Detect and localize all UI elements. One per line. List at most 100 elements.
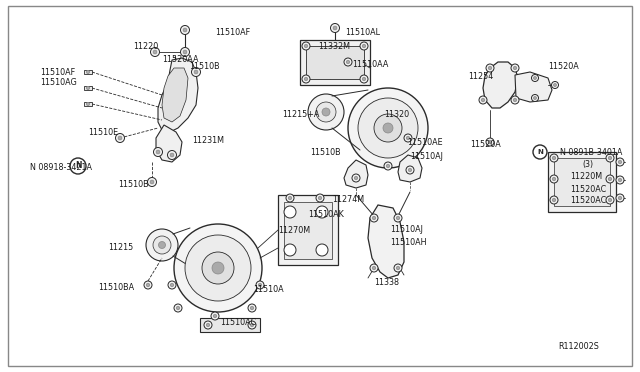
Circle shape — [213, 314, 217, 318]
Circle shape — [144, 281, 152, 289]
Circle shape — [86, 86, 90, 90]
Circle shape — [302, 42, 310, 50]
Circle shape — [330, 23, 339, 32]
Circle shape — [486, 138, 494, 146]
Circle shape — [308, 94, 344, 130]
Circle shape — [288, 196, 292, 200]
Circle shape — [174, 304, 182, 312]
Circle shape — [316, 102, 336, 122]
Circle shape — [550, 196, 558, 204]
Circle shape — [305, 44, 308, 48]
Circle shape — [396, 217, 399, 220]
Circle shape — [318, 196, 322, 200]
Circle shape — [177, 306, 180, 310]
Text: 11320: 11320 — [384, 110, 409, 119]
Circle shape — [616, 176, 624, 184]
Text: 11338: 11338 — [374, 278, 399, 287]
Circle shape — [360, 42, 368, 50]
Circle shape — [372, 217, 376, 220]
Circle shape — [115, 134, 125, 142]
Text: 11510AC: 11510AC — [220, 318, 256, 327]
Text: 11510AK: 11510AK — [308, 210, 344, 219]
Circle shape — [286, 194, 294, 202]
Text: 11510AA: 11510AA — [352, 60, 388, 69]
Circle shape — [147, 177, 157, 186]
Text: 11510BA: 11510BA — [98, 283, 134, 292]
Circle shape — [154, 148, 163, 157]
Circle shape — [168, 151, 177, 160]
Circle shape — [211, 312, 219, 320]
Bar — [200, 318, 260, 332]
Text: N 08918-3421A: N 08918-3421A — [30, 163, 92, 172]
Circle shape — [206, 323, 210, 327]
Circle shape — [118, 136, 122, 140]
Circle shape — [250, 306, 253, 310]
Polygon shape — [483, 62, 518, 108]
Circle shape — [554, 84, 556, 86]
Circle shape — [70, 158, 86, 174]
Text: 11510B: 11510B — [189, 62, 220, 71]
Text: N 0891B-3401A: N 0891B-3401A — [560, 148, 622, 157]
Text: 11254: 11254 — [468, 72, 493, 81]
Circle shape — [150, 48, 159, 57]
Bar — [306, 46, 364, 79]
Circle shape — [256, 281, 264, 289]
Polygon shape — [162, 68, 188, 122]
Polygon shape — [344, 160, 368, 188]
Circle shape — [305, 77, 308, 81]
Text: 11215+A: 11215+A — [282, 110, 319, 119]
Circle shape — [396, 266, 399, 270]
Text: 11270M: 11270M — [278, 226, 310, 235]
Polygon shape — [158, 58, 198, 132]
Circle shape — [362, 77, 365, 81]
Circle shape — [156, 150, 160, 154]
Circle shape — [370, 264, 378, 272]
Circle shape — [616, 194, 624, 202]
Text: 11510AJ: 11510AJ — [410, 152, 443, 161]
Circle shape — [552, 198, 556, 202]
Circle shape — [533, 145, 547, 159]
Text: R112002S: R112002S — [558, 342, 599, 351]
Text: N: N — [75, 161, 81, 170]
Bar — [300, 40, 370, 85]
Circle shape — [250, 323, 253, 327]
Text: 11215: 11215 — [108, 243, 133, 252]
Circle shape — [284, 206, 296, 218]
Polygon shape — [398, 155, 422, 182]
Circle shape — [180, 48, 189, 57]
Circle shape — [86, 102, 90, 106]
Circle shape — [531, 94, 538, 102]
Circle shape — [513, 98, 516, 102]
Circle shape — [333, 26, 337, 30]
Circle shape — [606, 196, 614, 204]
Circle shape — [513, 66, 516, 70]
Circle shape — [394, 264, 402, 272]
Text: 11510AF: 11510AF — [40, 68, 75, 77]
Circle shape — [609, 177, 612, 181]
Circle shape — [408, 168, 412, 172]
Circle shape — [370, 214, 378, 222]
Text: 11520AC: 11520AC — [570, 185, 606, 194]
Circle shape — [372, 266, 376, 270]
Circle shape — [202, 252, 234, 284]
Circle shape — [150, 180, 154, 184]
Text: 11510AJ: 11510AJ — [390, 225, 423, 234]
Circle shape — [194, 70, 198, 74]
Text: 11520A: 11520A — [470, 140, 500, 149]
Circle shape — [170, 153, 174, 157]
Circle shape — [168, 281, 176, 289]
Circle shape — [618, 160, 621, 164]
Circle shape — [174, 224, 262, 312]
Circle shape — [486, 64, 494, 72]
Text: 11510AF: 11510AF — [215, 28, 250, 37]
Circle shape — [346, 60, 349, 64]
Circle shape — [531, 74, 538, 81]
Text: (3): (3) — [582, 160, 593, 169]
Circle shape — [362, 44, 365, 48]
Text: 11220M: 11220M — [570, 172, 602, 181]
Circle shape — [479, 96, 487, 104]
Text: 11332M: 11332M — [318, 42, 350, 51]
Circle shape — [352, 174, 360, 182]
Circle shape — [394, 214, 402, 222]
Circle shape — [609, 156, 612, 160]
